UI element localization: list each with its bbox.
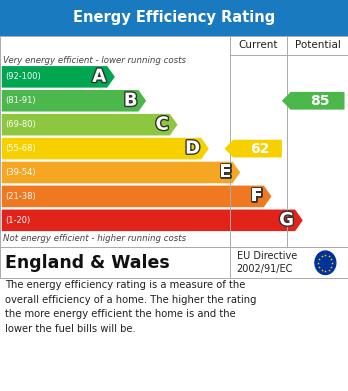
Bar (0, 0, 348, 36)
Bar (0, 247, 348, 278)
Text: (55-68): (55-68) (5, 144, 36, 153)
Polygon shape (2, 186, 271, 207)
Text: (1-20): (1-20) (5, 216, 31, 225)
Polygon shape (2, 138, 209, 160)
Text: E: E (219, 163, 231, 181)
Bar (0, 36, 348, 247)
Polygon shape (2, 90, 146, 111)
Circle shape (315, 251, 336, 274)
Text: Very energy efficient - lower running costs: Very energy efficient - lower running co… (3, 56, 186, 65)
Text: The energy efficiency rating is a measure of the
overall efficiency of a home. T: The energy efficiency rating is a measur… (5, 280, 257, 334)
Text: (21-38): (21-38) (5, 192, 36, 201)
Text: G: G (279, 211, 294, 229)
Text: (69-80): (69-80) (5, 120, 36, 129)
Bar (0, 36, 348, 247)
Polygon shape (282, 92, 345, 109)
Polygon shape (2, 66, 115, 88)
Text: F: F (251, 187, 263, 205)
Text: Not energy efficient - higher running costs: Not energy efficient - higher running co… (3, 234, 186, 243)
Text: Potential: Potential (295, 40, 340, 50)
Text: A: A (92, 68, 106, 86)
Polygon shape (2, 162, 240, 183)
Text: 85: 85 (310, 94, 330, 108)
Text: C: C (156, 116, 169, 134)
Polygon shape (2, 114, 177, 135)
Text: 62: 62 (251, 142, 270, 156)
Text: Current: Current (239, 40, 278, 50)
Text: (92-100): (92-100) (5, 72, 41, 81)
Text: (81-91): (81-91) (5, 96, 36, 105)
Text: B: B (124, 92, 137, 110)
Polygon shape (224, 140, 282, 158)
Polygon shape (2, 210, 303, 231)
Text: England & Wales: England & Wales (5, 254, 170, 272)
Text: Energy Efficiency Rating: Energy Efficiency Rating (73, 11, 275, 25)
Text: EU Directive
2002/91/EC: EU Directive 2002/91/EC (237, 251, 297, 274)
Text: (39-54): (39-54) (5, 168, 36, 177)
Text: D: D (185, 140, 200, 158)
